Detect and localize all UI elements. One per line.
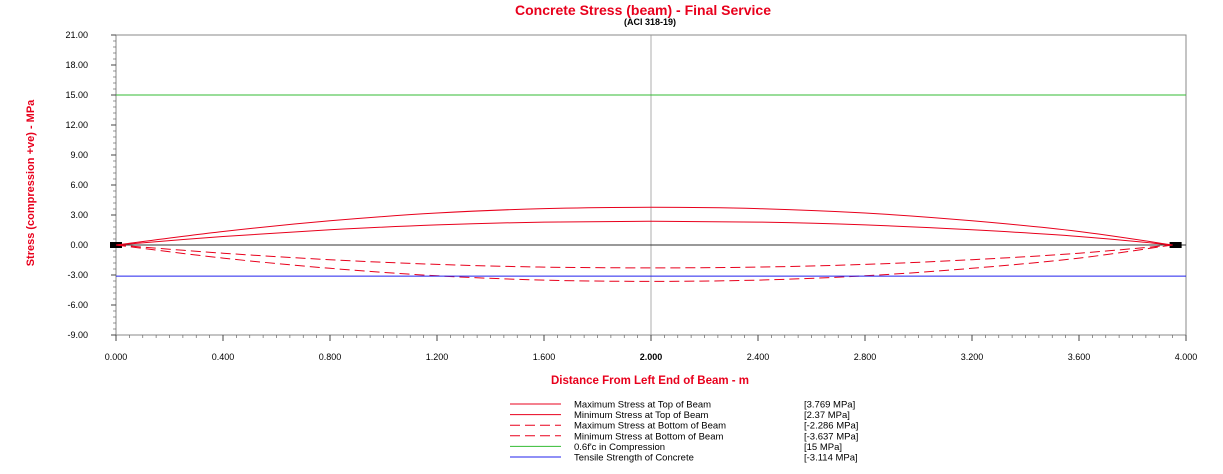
legend-label: Tensile Strength of Concrete <box>574 453 694 464</box>
y-tick-label: 6.00 <box>70 180 88 190</box>
right-support-marker <box>1169 242 1182 248</box>
data-series <box>115 94 1186 282</box>
axes <box>110 34 1187 341</box>
y-tick-label: 12.00 <box>65 120 88 130</box>
legend-label: Minimum Stress at Top of Beam <box>574 410 709 421</box>
x-tick-label: 0.000 <box>105 352 128 362</box>
x-tick-label: 0.400 <box>212 352 235 362</box>
legend: Maximum Stress at Top of Beam [3.769 MPa]… <box>510 400 858 464</box>
x-tick-label: 1.200 <box>426 352 449 362</box>
y-axis-label: Stress (compression +ve) - MPa <box>25 99 37 266</box>
x-tick-label: 2.400 <box>747 352 770 362</box>
y-tick-label: 21.00 <box>65 30 88 40</box>
legend-value: [-3.114 MPa] <box>804 453 858 464</box>
legend-label: Maximum Stress at Bottom of Beam <box>574 421 726 432</box>
y-tick-label: -9.00 <box>67 330 88 340</box>
chart-title: Concrete Stress (beam) - Final Service <box>515 2 771 18</box>
legend-value: [2.37 MPa] <box>804 410 850 421</box>
x-axis-label: Distance From Left End of Beam - m <box>551 375 749 387</box>
tick-labels: 21.00 18.00 15.00 12.00 9.00 6.00 3.00 0.00 -3.0… <box>65 30 1197 362</box>
y-tick-label: 0.00 <box>70 240 88 250</box>
series-line-3 <box>115 244 1173 269</box>
x-tick-label: 3.200 <box>961 352 984 362</box>
series-line-1 <box>115 206 1173 246</box>
x-tick-label: 2.000 <box>640 352 663 362</box>
y-tick-label: 9.00 <box>70 150 88 160</box>
series-line-4 <box>115 244 1173 282</box>
y-tick-label: 15.00 <box>65 90 88 100</box>
x-tick-label: 1.600 <box>533 352 556 362</box>
legend-value: [-2.286 MPa] <box>804 421 858 432</box>
x-tick-label: 3.600 <box>1068 352 1091 362</box>
y-tick-label: 18.00 <box>65 60 88 70</box>
x-tick-label: 2.800 <box>854 352 877 362</box>
x-tick-label: 4.000 <box>1175 352 1198 362</box>
series-line-2 <box>115 220 1173 246</box>
legend-label: Minimum Stress at Bottom of Beam <box>574 431 723 442</box>
legend-label: Maximum Stress at Top of Beam <box>574 400 711 411</box>
legend-value: [3.769 MPa] <box>804 400 855 411</box>
x-tick-label: 0.800 <box>319 352 342 362</box>
legend-value: [15 MPa] <box>804 442 842 453</box>
legend-value: [-3.637 MPa] <box>804 431 858 442</box>
y-tick-label: -6.00 <box>67 300 88 310</box>
chart-subtitle: (ACI 318-19) <box>624 17 676 27</box>
y-tick-label: -3.00 <box>67 270 88 280</box>
y-tick-label: 3.00 <box>70 210 88 220</box>
legend-label: 0.6f'c in Compression <box>574 442 665 453</box>
